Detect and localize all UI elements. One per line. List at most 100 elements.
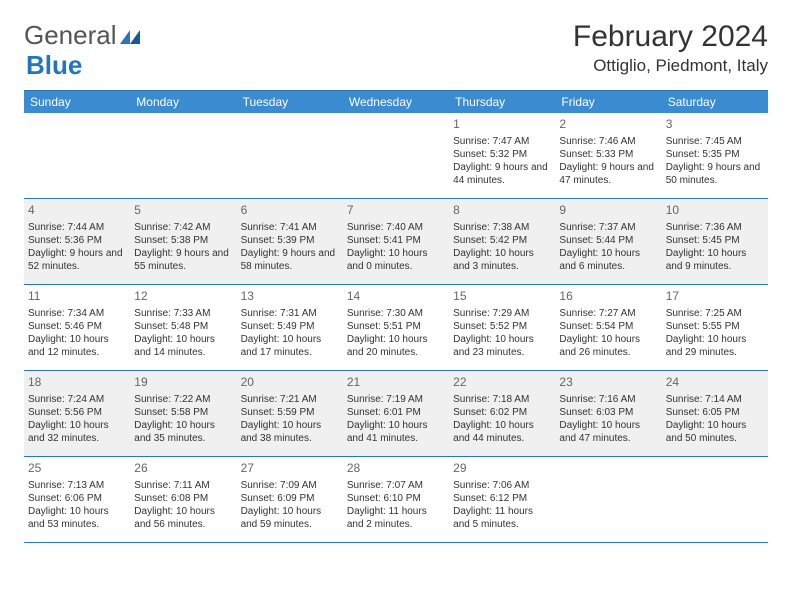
sunset-line: Sunset: 5:42 PM (453, 234, 551, 247)
day-number: 23 (559, 375, 657, 391)
daylight-line: Daylight: 10 hours and 9 minutes. (666, 247, 764, 273)
day-number: 25 (28, 461, 126, 477)
day-cell: 22Sunrise: 7:18 AMSunset: 6:02 PMDayligh… (449, 371, 555, 457)
page-header: General February 2024 Ottiglio, Piedmont… (24, 20, 768, 76)
daylight-line: Daylight: 10 hours and 38 minutes. (241, 419, 339, 445)
daylight-line: Daylight: 10 hours and 26 minutes. (559, 333, 657, 359)
sunset-line: Sunset: 5:35 PM (666, 148, 764, 161)
day-number: 5 (134, 203, 232, 219)
daylight-line: Daylight: 10 hours and 0 minutes. (347, 247, 445, 273)
day-cell: 10Sunrise: 7:36 AMSunset: 5:45 PMDayligh… (662, 199, 768, 285)
sunrise-line: Sunrise: 7:47 AM (453, 135, 551, 148)
sunrise-line: Sunrise: 7:40 AM (347, 221, 445, 234)
daylight-line: Daylight: 9 hours and 58 minutes. (241, 247, 339, 273)
day-number: 28 (347, 461, 445, 477)
day-cell: 28 Sunrise: 7:07 AMSunset: 6:10 PMDayligh… (343, 457, 449, 543)
title-block: February 2024 Ottiglio, Piedmont, Italy (573, 20, 768, 76)
day-number: 17 (666, 289, 764, 305)
empty-cell (24, 113, 130, 199)
day-number: 1 (453, 117, 551, 133)
daylight-line: Daylight: 10 hours and 56 minutes. (134, 505, 232, 531)
day-cell: 25Sunrise: 7:13 AMSunset: 6:06 PMDayligh… (24, 457, 130, 543)
daylight-line: Daylight: 10 hours and 3 minutes. (453, 247, 551, 273)
sunset-line: Sunset: 6:09 PM (241, 492, 339, 505)
day-number: 21 (347, 375, 445, 391)
day-cell: 29Sunrise: 7:06 AMSunset: 6:12 PMDayligh… (449, 457, 555, 543)
empty-cell (662, 457, 768, 543)
daylight-line: Daylight: 10 hours and 44 minutes. (453, 419, 551, 445)
day-number: 12 (134, 289, 232, 305)
day-number: 19 (134, 375, 232, 391)
daylight-line: Daylight: 11 hours and 2 minutes. (347, 505, 445, 531)
day-cell: 18Sunrise: 7:24 AMSunset: 5:56 PMDayligh… (24, 371, 130, 457)
sunrise-line: Sunrise: 7:18 AM (453, 393, 551, 406)
day-number: 11 (28, 289, 126, 305)
sunset-line: Sunset: 5:59 PM (241, 406, 339, 419)
sunrise-line: Sunrise: 7:07 AM (347, 479, 445, 492)
daylight-line: Daylight: 9 hours and 47 minutes. (559, 161, 657, 187)
location-text: Ottiglio, Piedmont, Italy (573, 56, 768, 76)
sunset-line: Sunset: 5:36 PM (28, 234, 126, 247)
sunrise-line: Sunrise: 7:27 AM (559, 307, 657, 320)
day-cell: 21Sunrise: 7:19 AMSunset: 6:01 PMDayligh… (343, 371, 449, 457)
day-header: Saturday (662, 91, 768, 113)
brand-logo: General (24, 20, 140, 51)
daylight-line: Daylight: 10 hours and 17 minutes. (241, 333, 339, 359)
sunrise-line: Sunrise: 7:34 AM (28, 307, 126, 320)
day-cell: 13Sunrise: 7:31 AMSunset: 5:49 PMDayligh… (237, 285, 343, 371)
daylight-line: Daylight: 10 hours and 20 minutes. (347, 333, 445, 359)
sunset-line: Sunset: 5:48 PM (134, 320, 232, 333)
day-number: 8 (453, 203, 551, 219)
sunset-line: Sunset: 6:12 PM (453, 492, 551, 505)
day-cell: 16Sunrise: 7:27 AMSunset: 5:54 PMDayligh… (555, 285, 661, 371)
logo-triangle-icon (120, 30, 140, 44)
day-number: 13 (241, 289, 339, 305)
sunset-line: Sunset: 5:45 PM (666, 234, 764, 247)
day-header: Thursday (449, 91, 555, 113)
daylight-line: Daylight: 10 hours and 12 minutes. (28, 333, 126, 359)
sunrise-line: Sunrise: 7:16 AM (559, 393, 657, 406)
daylight-line: Daylight: 10 hours and 23 minutes. (453, 333, 551, 359)
day-number: 22 (453, 375, 551, 391)
month-title: February 2024 (573, 20, 768, 54)
sunset-line: Sunset: 5:41 PM (347, 234, 445, 247)
sunset-line: Sunset: 5:46 PM (28, 320, 126, 333)
day-cell: 11 Sunrise: 7:34 AMSunset: 5:46 PMDayligh… (24, 285, 130, 371)
daylight-line: Daylight: 9 hours and 44 minutes. (453, 161, 551, 187)
sunrise-line: Sunrise: 7:11 AM (134, 479, 232, 492)
sunrise-line: Sunrise: 7:13 AM (28, 479, 126, 492)
sunrise-line: Sunrise: 7:29 AM (453, 307, 551, 320)
day-number: 2 (559, 117, 657, 133)
sunrise-line: Sunrise: 7:41 AM (241, 221, 339, 234)
day-number: 27 (241, 461, 339, 477)
day-number: 6 (241, 203, 339, 219)
sunrise-line: Sunrise: 7:31 AM (241, 307, 339, 320)
empty-cell (555, 457, 661, 543)
daylight-line: Daylight: 10 hours and 50 minutes. (666, 419, 764, 445)
brand-text-2: Blue (26, 50, 82, 80)
sunset-line: Sunset: 6:10 PM (347, 492, 445, 505)
sunrise-line: Sunrise: 7:24 AM (28, 393, 126, 406)
daylight-line: Daylight: 10 hours and 14 minutes. (134, 333, 232, 359)
day-number: 3 (666, 117, 764, 133)
daylight-line: Daylight: 10 hours and 53 minutes. (28, 505, 126, 531)
day-header: Tuesday (237, 91, 343, 113)
day-cell: 14Sunrise: 7:30 AMSunset: 5:51 PMDayligh… (343, 285, 449, 371)
daylight-line: Daylight: 10 hours and 6 minutes. (559, 247, 657, 273)
day-cell: 5Sunrise: 7:42 AMSunset: 5:38 PMDaylight… (130, 199, 236, 285)
day-cell: 8Sunrise: 7:38 AMSunset: 5:42 PMDaylight… (449, 199, 555, 285)
day-number: 29 (453, 461, 551, 477)
day-number: 20 (241, 375, 339, 391)
day-header: Monday (130, 91, 236, 113)
day-cell: 17Sunrise: 7:25 AMSunset: 5:55 PMDayligh… (662, 285, 768, 371)
sunset-line: Sunset: 5:51 PM (347, 320, 445, 333)
sunset-line: Sunset: 6:01 PM (347, 406, 445, 419)
day-cell: 24Sunrise: 7:14 AMSunset: 6:05 PMDayligh… (662, 371, 768, 457)
sunset-line: Sunset: 6:05 PM (666, 406, 764, 419)
sunset-line: Sunset: 5:39 PM (241, 234, 339, 247)
calendar-grid: SundayMondayTuesdayWednesdayThursdayFrid… (24, 90, 768, 543)
day-number: 24 (666, 375, 764, 391)
sunset-line: Sunset: 5:54 PM (559, 320, 657, 333)
day-number: 10 (666, 203, 764, 219)
day-cell: 12Sunrise: 7:33 AMSunset: 5:48 PMDayligh… (130, 285, 236, 371)
